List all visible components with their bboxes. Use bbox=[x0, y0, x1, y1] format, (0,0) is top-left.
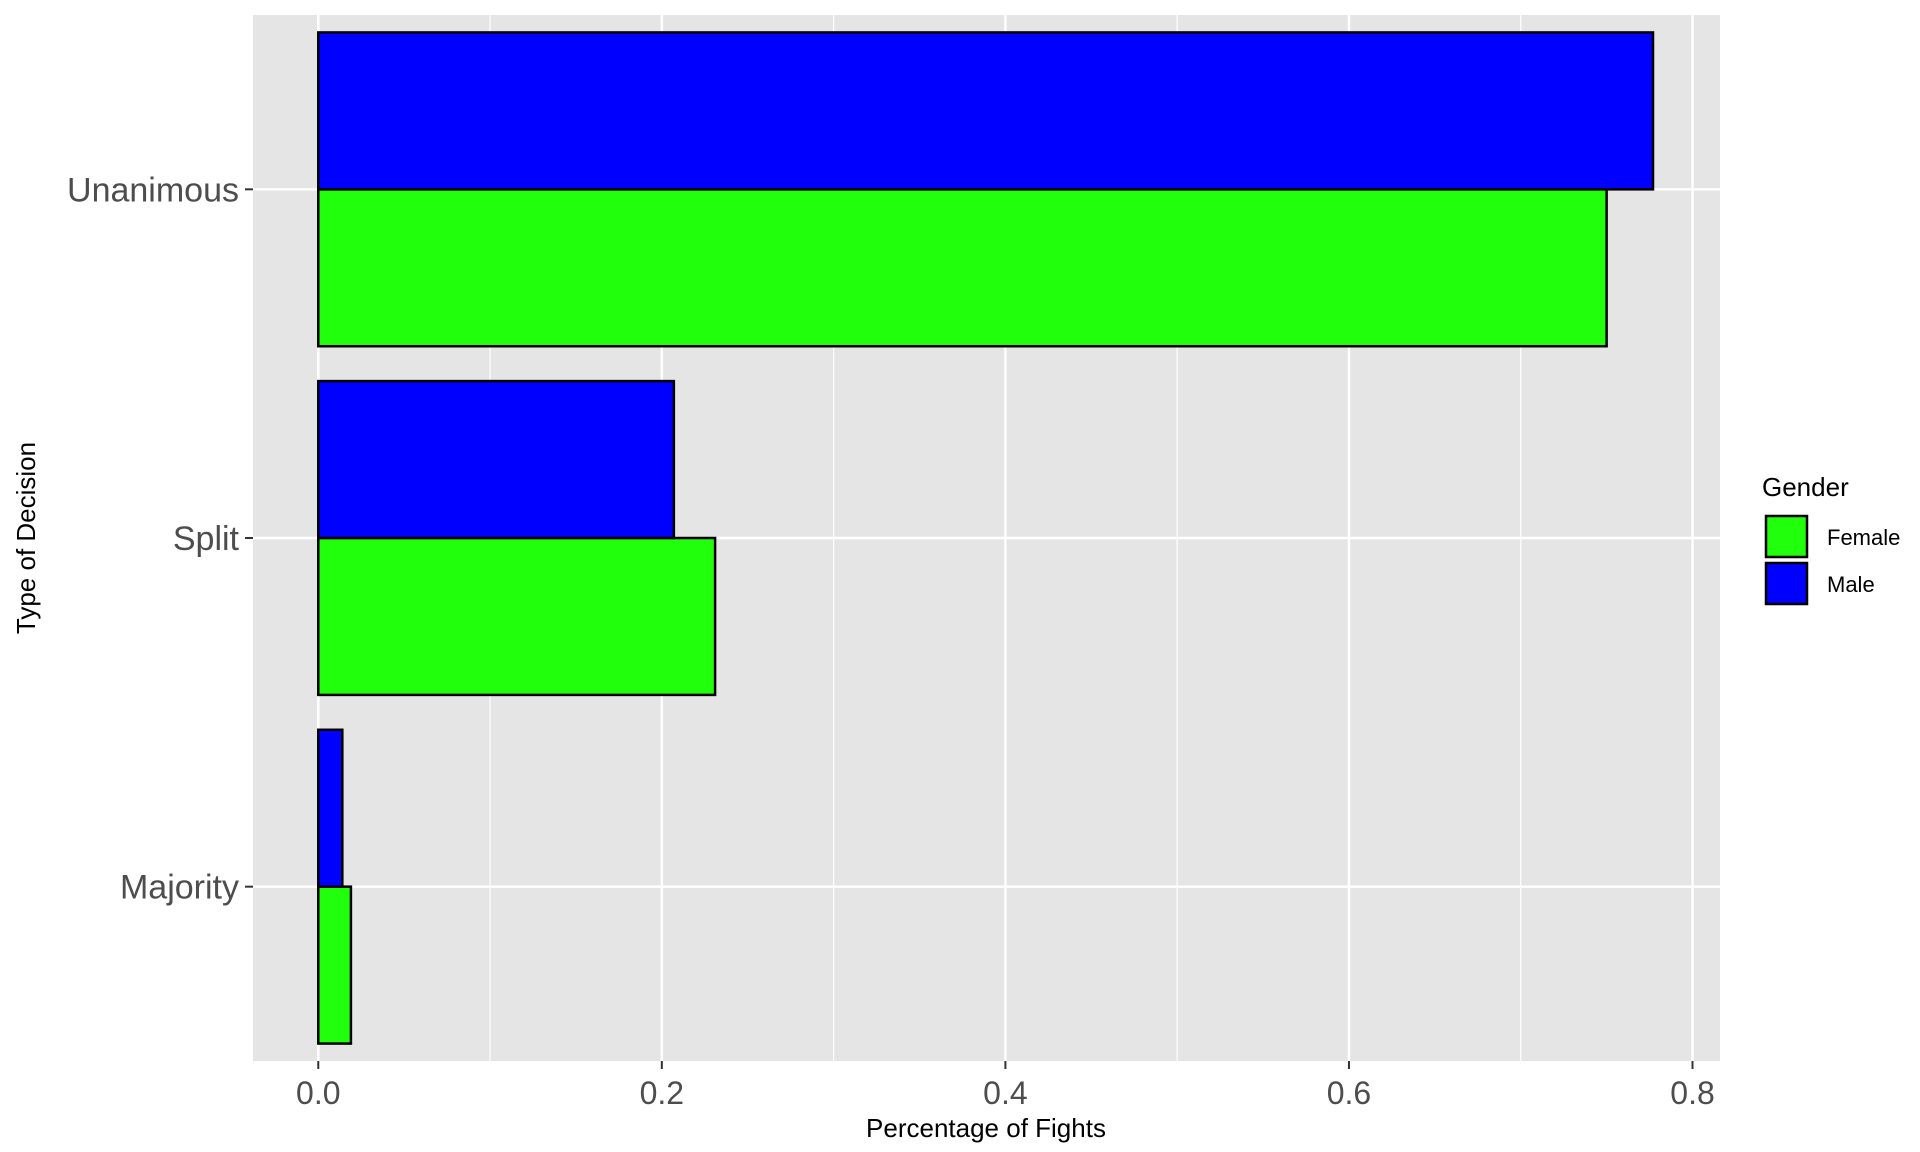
bars bbox=[317, 31, 1655, 1045]
legend-label-male: Male bbox=[1827, 572, 1875, 597]
bar-female-majority bbox=[317, 885, 353, 1045]
x-tick-label: 0.2 bbox=[640, 1075, 684, 1111]
legend-label-female: Female bbox=[1827, 525, 1900, 550]
legend: Gender Female Male bbox=[1762, 472, 1900, 606]
x-axis-title: Percentage of Fights bbox=[866, 1113, 1106, 1143]
x-tick-label: 0.6 bbox=[1327, 1075, 1371, 1111]
y-tick-label: Unanimous bbox=[67, 171, 239, 209]
bar-female-unanimous bbox=[317, 188, 1608, 348]
bar-male-unanimous bbox=[317, 31, 1655, 191]
y-tick-label: Majority bbox=[120, 869, 239, 907]
x-axis: 0.0 0.2 0.4 0.6 0.8 bbox=[296, 1061, 1715, 1111]
y-axis-title: Type of Decision bbox=[11, 442, 41, 634]
y-tick-label: Split bbox=[173, 520, 240, 558]
legend-title: Gender bbox=[1762, 472, 1849, 502]
x-tick-label: 0.0 bbox=[296, 1075, 340, 1111]
bar-male-split bbox=[317, 379, 676, 540]
y-axis: Unanimous Split Majority bbox=[67, 171, 253, 907]
legend-key-female bbox=[1764, 514, 1809, 559]
bar-male-majority bbox=[317, 728, 344, 888]
legend-key-male bbox=[1764, 561, 1809, 606]
x-tick-label: 0.8 bbox=[1670, 1075, 1714, 1111]
x-tick-label: 0.4 bbox=[983, 1075, 1027, 1111]
bar-female-split bbox=[317, 536, 717, 697]
